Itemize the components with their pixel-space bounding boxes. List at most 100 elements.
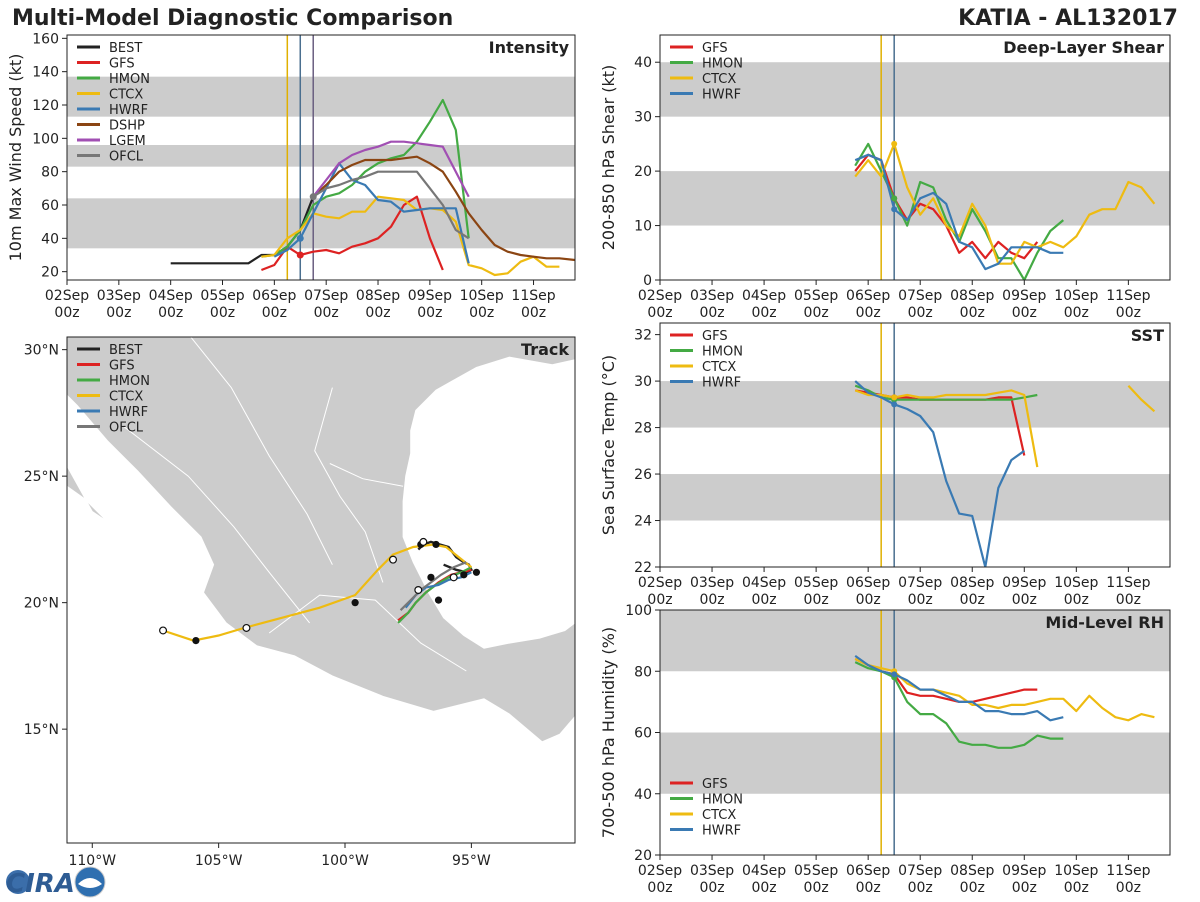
x-tick-label: 07Sep bbox=[304, 288, 348, 304]
plot-frame bbox=[659, 322, 1171, 568]
y-tick-label: 100 bbox=[32, 131, 59, 147]
state-border bbox=[314, 387, 384, 583]
x-tick-label: 09Sep bbox=[1002, 575, 1046, 591]
noaa-bird-icon bbox=[78, 878, 102, 888]
y-tick-label: 28 bbox=[634, 421, 652, 437]
x-tick-label: 03Sep bbox=[97, 288, 141, 304]
cira-logo-text: CIRA bbox=[6, 869, 75, 899]
legend-label: BEST bbox=[109, 41, 142, 56]
x-tick-label: 105°W bbox=[195, 853, 243, 869]
track-position-marker bbox=[351, 599, 359, 607]
series-line-hwrf bbox=[854, 153, 1064, 271]
storm-id: KATIA - AL132017 bbox=[958, 6, 1178, 31]
x-tick-label: 00z bbox=[856, 592, 881, 608]
legend-label: HWRF bbox=[109, 405, 148, 420]
x-tick-label: 00z bbox=[804, 305, 829, 321]
x-tick-label: 00z bbox=[54, 305, 79, 321]
y-tick-label: 0 bbox=[643, 273, 652, 289]
x-tick-label: 00z bbox=[699, 592, 724, 608]
panel-shear: 01020304002Sep00z03Sep00z04Sep00z05Sep00… bbox=[599, 34, 1171, 321]
track-position-marker-open bbox=[159, 626, 168, 635]
x-tick-label: 00z bbox=[1064, 305, 1089, 321]
x-tick-label: 11Sep bbox=[1106, 575, 1150, 591]
x-tick-label: 00z bbox=[1012, 305, 1037, 321]
legend-label: GFS bbox=[109, 57, 135, 72]
y-tick-label: 80 bbox=[41, 165, 59, 181]
y-axis-label: 700-500 hPa Humidity (%) bbox=[599, 627, 618, 838]
x-tick-label: 00z bbox=[751, 592, 776, 608]
legend-label: HWRF bbox=[109, 103, 148, 118]
shaded-band bbox=[660, 381, 1170, 428]
legend-label: CTCX bbox=[702, 72, 736, 87]
x-tick-label: 00z bbox=[1012, 880, 1037, 896]
x-tick-label: 00z bbox=[751, 305, 776, 321]
state-border bbox=[190, 337, 333, 565]
x-tick-label: 10Sep bbox=[1054, 288, 1098, 304]
series-line-ofcl bbox=[312, 170, 470, 240]
legend-label: CTCX bbox=[702, 808, 736, 823]
legend-label: OFCL bbox=[109, 421, 144, 436]
x-tick-label: 08Sep bbox=[950, 288, 994, 304]
y-tick-label: 26 bbox=[634, 467, 652, 483]
analysis-marker bbox=[891, 394, 898, 401]
plot-frame bbox=[66, 336, 576, 844]
x-tick-label: 02Sep bbox=[638, 575, 682, 591]
x-tick-label: 02Sep bbox=[45, 288, 89, 304]
x-tick-label: 11Sep bbox=[511, 288, 555, 304]
y-tick-label: 20 bbox=[634, 848, 652, 864]
series-line-hwrf bbox=[854, 655, 1064, 722]
legend-label: HMON bbox=[702, 57, 743, 72]
x-tick-label: 95°W bbox=[452, 853, 491, 869]
y-tick-label: 32 bbox=[634, 328, 652, 344]
y-tick-label: 20 bbox=[634, 164, 652, 180]
track-position-marker bbox=[427, 573, 435, 581]
x-tick-label: 02Sep bbox=[638, 288, 682, 304]
x-tick-label: 06Sep bbox=[846, 863, 890, 879]
track-position-marker bbox=[460, 571, 468, 579]
legend-label: BEST bbox=[109, 343, 142, 358]
x-tick-label: 07Sep bbox=[898, 288, 942, 304]
x-tick-label: 00z bbox=[521, 305, 546, 321]
track-position-marker-open bbox=[419, 537, 428, 546]
y-axis-label: Sea Surface Temp (°C) bbox=[599, 355, 618, 535]
y-tick-label: 80 bbox=[634, 664, 652, 680]
x-tick-label: 09Sep bbox=[1002, 288, 1046, 304]
shaded-band bbox=[660, 474, 1170, 521]
shaded-band bbox=[660, 610, 1170, 672]
x-tick-label: 08Sep bbox=[950, 863, 994, 879]
x-tick-label: 04Sep bbox=[742, 575, 786, 591]
figure-title: Multi-Model Diagnostic Comparison bbox=[12, 6, 454, 31]
x-tick-label: 02Sep bbox=[638, 863, 682, 879]
x-tick-label: 08Sep bbox=[356, 288, 400, 304]
panel-track: 110°W 105°W 100°W 95°W 15°N 20°N 25°N 30°N Track… bbox=[24, 336, 576, 869]
x-tick-label: 07Sep bbox=[898, 863, 942, 879]
land-mexico bbox=[67, 337, 575, 743]
series-line-ctcx bbox=[854, 142, 1156, 265]
legend-label: DSHP bbox=[109, 119, 145, 134]
x-tick-label: 00z bbox=[365, 305, 390, 321]
analysis-marker bbox=[891, 195, 898, 202]
x-tick-label: 00z bbox=[1064, 592, 1089, 608]
x-tick-label: 00z bbox=[856, 305, 881, 321]
x-tick-label: 11Sep bbox=[1106, 863, 1150, 879]
x-tick-label: 00z bbox=[804, 592, 829, 608]
analysis-marker bbox=[891, 401, 898, 408]
x-tick-label: 00z bbox=[908, 880, 933, 896]
shaded-band bbox=[67, 198, 575, 249]
analysis-marker bbox=[296, 251, 304, 259]
track-position-marker-open bbox=[449, 573, 458, 582]
track-position-marker bbox=[472, 568, 481, 576]
series-line-hwrf bbox=[273, 162, 470, 264]
x-tick-label: 00z bbox=[417, 305, 442, 321]
y-tick-label: 20°N bbox=[24, 596, 59, 612]
x-tick-label: 110°W bbox=[68, 853, 116, 869]
series-line-hmon bbox=[854, 384, 1038, 401]
track-position-marker-open bbox=[389, 555, 398, 564]
y-tick-label: 40 bbox=[41, 231, 59, 247]
track-line-ofcl bbox=[399, 561, 467, 611]
legend-label: CTCX bbox=[109, 88, 143, 103]
x-tick-label: 00z bbox=[908, 305, 933, 321]
track-line-hmon bbox=[397, 566, 472, 624]
y-tick-label: 10 bbox=[634, 219, 652, 235]
x-tick-label: 00z bbox=[908, 592, 933, 608]
